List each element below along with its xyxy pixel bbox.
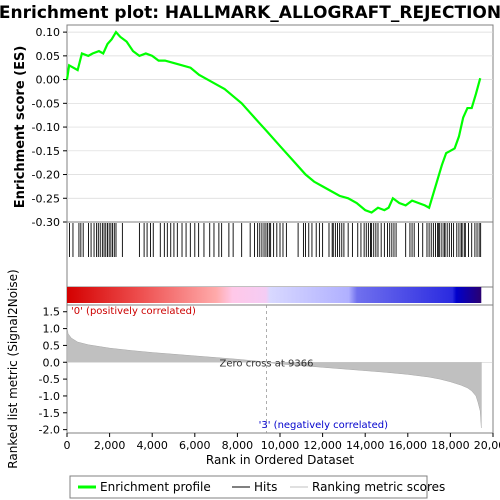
x-tick-label: 8,000 <box>222 439 254 452</box>
metric-panel: Zero cross at 9366 '0' (positively corre… <box>6 269 500 468</box>
legend-label-enrichment: Enrichment profile <box>100 480 211 494</box>
enrichment-plot-area <box>66 24 494 223</box>
x-tick-label: 4,000 <box>136 439 168 452</box>
rank-color-bar <box>67 287 482 303</box>
es-y-tick-label: -0.20 <box>32 169 60 182</box>
x-tick-label: 6,000 <box>179 439 211 452</box>
x-tick-label: 2,000 <box>94 439 126 452</box>
enrichment-panel: 0.10 0.05 0.00 -0.05 -0.10 -0.15 -0.20 -0.25 -0.… <box>13 24 494 229</box>
enrichment-y-axis-label: Enrichment score (ES) <box>13 46 28 209</box>
es-y-tick-label: 0.00 <box>36 74 61 87</box>
es-y-tick-label: -0.15 <box>32 145 60 158</box>
x-tick-label: 20,000 <box>474 439 500 452</box>
x-tick-label: 0 <box>64 439 71 452</box>
zero-cross-label: Zero cross at 9366 <box>220 359 314 370</box>
hits-panel <box>66 221 494 288</box>
x-tick-label: 16,000 <box>389 439 428 452</box>
es-y-tick-label: 0.05 <box>36 50 61 63</box>
metric-y-tick-label: -2.0 <box>39 424 60 437</box>
legend-label-ranking: Ranking metric scores <box>312 480 445 494</box>
metric-y-tick-label: -1.5 <box>39 407 60 420</box>
x-axis-label: Rank in Ordered Dataset <box>206 453 354 467</box>
positive-correlation-label: '0' (positively correlated) <box>71 306 196 317</box>
metric-y-tick-label: 0.5 <box>43 339 61 352</box>
x-axis-ticks: 0 2,000 4,000 6,000 8,000 10,000 12,000 14,000 1… <box>64 433 500 452</box>
x-tick-label: 12,000 <box>303 439 342 452</box>
chart-title: Enrichment plot: HALLMARK_ALLOGRAFT_REJE… <box>0 3 500 23</box>
x-tick-label: 18,000 <box>431 439 470 452</box>
metric-y-ticks: 1.5 1.0 0.5 0.0 -0.5 -1.0 -1.5 -2.0 <box>39 306 67 437</box>
metric-y-tick-label: 0.0 <box>43 356 61 369</box>
ranking-metric-area <box>66 326 482 428</box>
legend: Enrichment profile Hits Ranking metric s… <box>69 475 445 499</box>
metric-y-axis-label: Ranked list metric (Signal2Noise) <box>6 269 20 468</box>
enrichment-profile-line <box>65 30 482 214</box>
x-tick-label: 14,000 <box>346 439 385 452</box>
legend-label-hits: Hits <box>254 480 277 494</box>
metric-y-tick-label: -1.0 <box>39 390 60 403</box>
enrichment-y-ticks: 0.10 0.05 0.00 -0.05 -0.10 -0.15 -0.20 -0.25 -0.… <box>32 26 67 229</box>
metric-y-tick-label: 1.5 <box>43 306 61 319</box>
metric-y-tick-label: 1.0 <box>43 323 61 336</box>
x-tick-label: 10,000 <box>261 439 300 452</box>
es-y-tick-label: -0.25 <box>32 192 60 205</box>
rank-color-bar-panel <box>66 286 494 306</box>
es-y-tick-label: -0.10 <box>32 121 60 134</box>
hit-markers <box>69 223 482 257</box>
es-y-tick-label: 0.10 <box>36 26 61 39</box>
es-y-tick-label: -0.05 <box>32 97 60 110</box>
negative-correlation-label: '3' (negatively correlated) <box>259 420 388 431</box>
es-y-tick-label: -0.30 <box>32 216 60 229</box>
metric-y-tick-label: -0.5 <box>39 373 60 386</box>
